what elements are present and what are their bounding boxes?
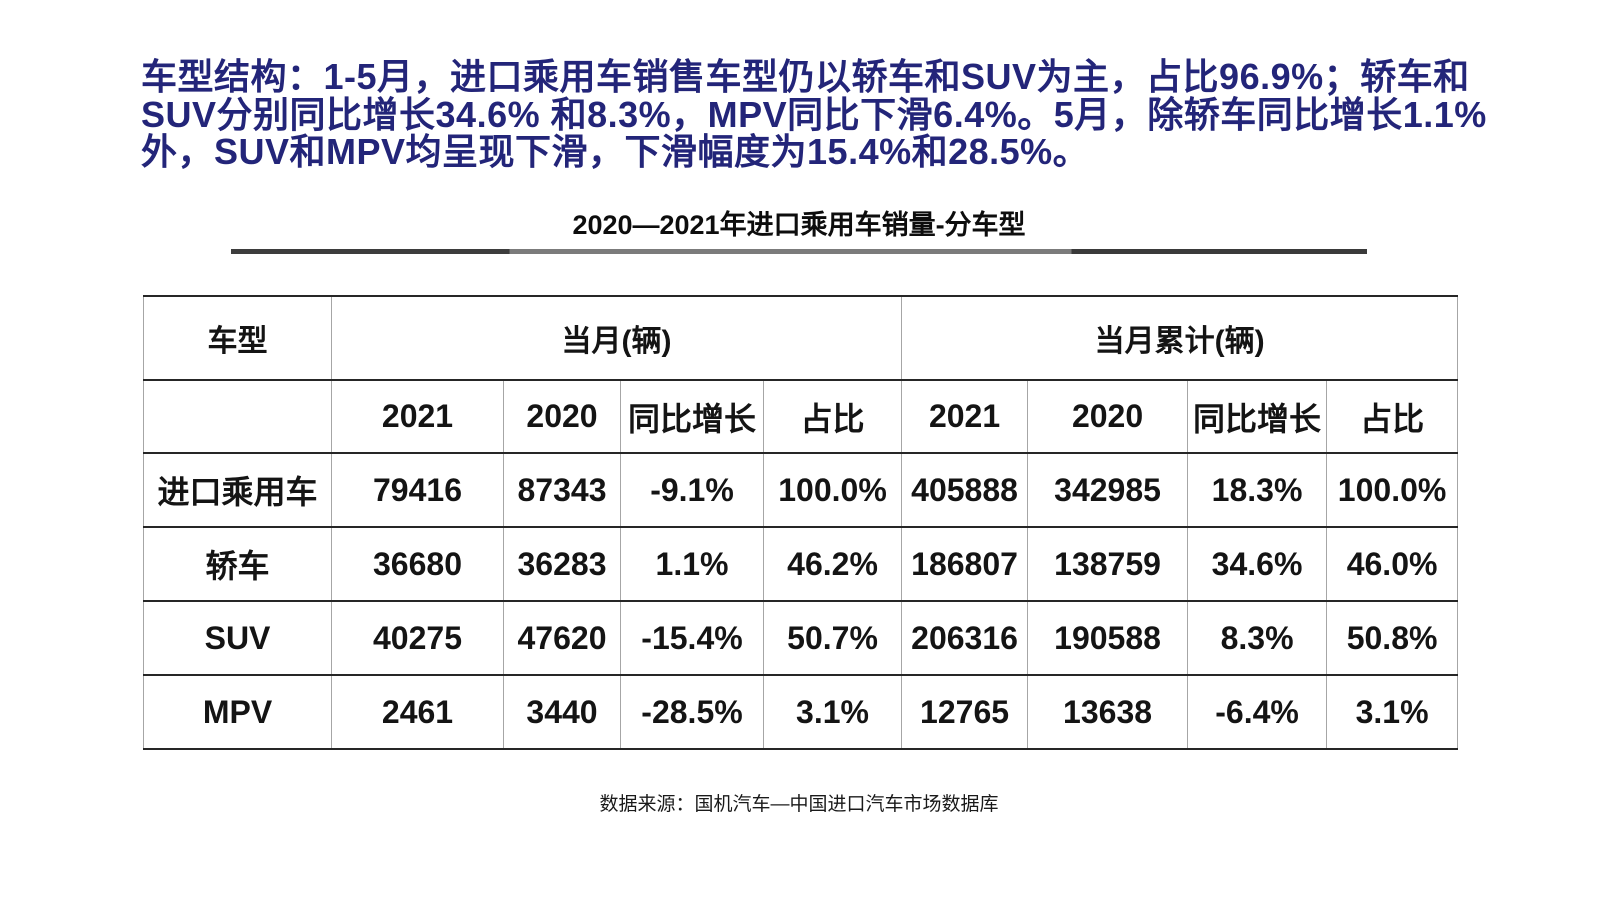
table-row-sedan: 轿车 36680 36283 1.1% 46.2% 186807 138759 … <box>143 526 1459 602</box>
cell-value: 18.3% <box>1187 452 1328 528</box>
headline-line-3: 外，SUV和MPV均呈现下滑，下滑幅度为15.4%和28.5%。 <box>141 131 1090 172</box>
cell-value: 34.6% <box>1187 526 1328 602</box>
table-row-suv: SUV 40275 47620 -15.4% 50.7% 206316 1905… <box>143 600 1459 676</box>
cell-value: 186807 <box>901 526 1029 602</box>
cell-value: -9.1% <box>620 452 764 528</box>
row-label: 进口乘用车 <box>143 452 332 528</box>
corner-header-cell: 车型 <box>143 295 332 381</box>
cell-value: -15.4% <box>620 600 764 676</box>
cell-value: 46.0% <box>1326 526 1459 602</box>
subheader-cell: 2021 <box>901 379 1029 454</box>
cell-value: 46.2% <box>762 526 903 602</box>
subheader-cell: 占比 <box>762 379 903 454</box>
cell-value: 3440 <box>503 674 621 750</box>
cell-value: 36283 <box>503 526 621 602</box>
group-header-cumulative: 当月累计(辆) <box>901 295 1459 381</box>
cell-value: 1.1% <box>620 526 764 602</box>
cell-value: -6.4% <box>1187 674 1328 750</box>
subheader-cell: 2020 <box>503 379 621 454</box>
cell-value: 50.7% <box>762 600 903 676</box>
data-source-note: 数据来源：国机汽车—中国进口汽车市场数据库 <box>599 794 999 815</box>
subheader-cell: 2021 <box>331 379 504 454</box>
table-title: 2020—2021年进口乘用车销量-分车型 <box>572 210 1026 240</box>
headline-line-2: SUV分别同比增长34.6% 和8.3%，MPV同比下滑6.4%。5月，除轿车同… <box>141 93 1487 135</box>
cell-value: 138759 <box>1027 526 1189 602</box>
sales-table: 车型 当月(辆) 当月累计(辆) 2021 2020 同比增长 占比 2021 … <box>143 295 1459 750</box>
cell-value: 100.0% <box>762 452 903 528</box>
table-group-header-row: 车型 当月(辆) 当月累计(辆) <box>143 295 1459 381</box>
cell-value: 12765 <box>901 674 1029 750</box>
title-divider-line <box>231 249 1367 254</box>
cell-value: 206316 <box>901 600 1029 676</box>
cell-value: 190588 <box>1027 600 1189 676</box>
cell-value: 8.3% <box>1187 600 1328 676</box>
group-header-current-month: 当月(辆) <box>330 295 903 381</box>
subheader-cell: 占比 <box>1326 379 1459 454</box>
cell-value: 100.0% <box>1326 452 1459 528</box>
cell-value: 87343 <box>503 452 621 528</box>
cell-value: 13638 <box>1027 674 1189 750</box>
table-row-mpv: MPV 2461 3440 -28.5% 3.1% 12765 13638 -6… <box>143 674 1459 750</box>
row-label: SUV <box>143 600 332 676</box>
table-subheader-row: 2021 2020 同比增长 占比 2021 2020 同比增长 占比 <box>143 379 1459 454</box>
headline-line-1: 车型结构：1-5月，进口乘用车销售车型仍以轿车和SUV为主，占比96.9%；轿车… <box>141 56 1470 97</box>
subheader-cell: 同比增长 <box>1187 379 1328 454</box>
cell-value: 36680 <box>331 526 504 602</box>
subheader-cell: 2020 <box>1027 379 1189 454</box>
cell-value: 40275 <box>331 600 504 676</box>
cell-value: 79416 <box>331 452 504 528</box>
row-label: MPV <box>143 674 332 750</box>
cell-value: 3.1% <box>762 674 903 750</box>
cell-value: 2461 <box>331 674 504 750</box>
table-row-import-passenger-cars: 进口乘用车 79416 87343 -9.1% 100.0% 405888 34… <box>143 452 1459 528</box>
cell-value: 47620 <box>503 600 621 676</box>
cell-value: 50.8% <box>1326 600 1459 676</box>
subheader-empty-cell <box>143 379 332 454</box>
cell-value: 342985 <box>1027 452 1189 528</box>
cell-value: 3.1% <box>1326 674 1459 750</box>
cell-value: -28.5% <box>620 674 764 750</box>
headline-paragraph: 车型结构：1-5月，进口乘用车销售车型仍以轿车和SUV为主，占比96.9%；轿车… <box>141 58 1487 171</box>
row-label: 轿车 <box>143 526 332 602</box>
subheader-cell: 同比增长 <box>620 379 764 454</box>
cell-value: 405888 <box>901 452 1029 528</box>
